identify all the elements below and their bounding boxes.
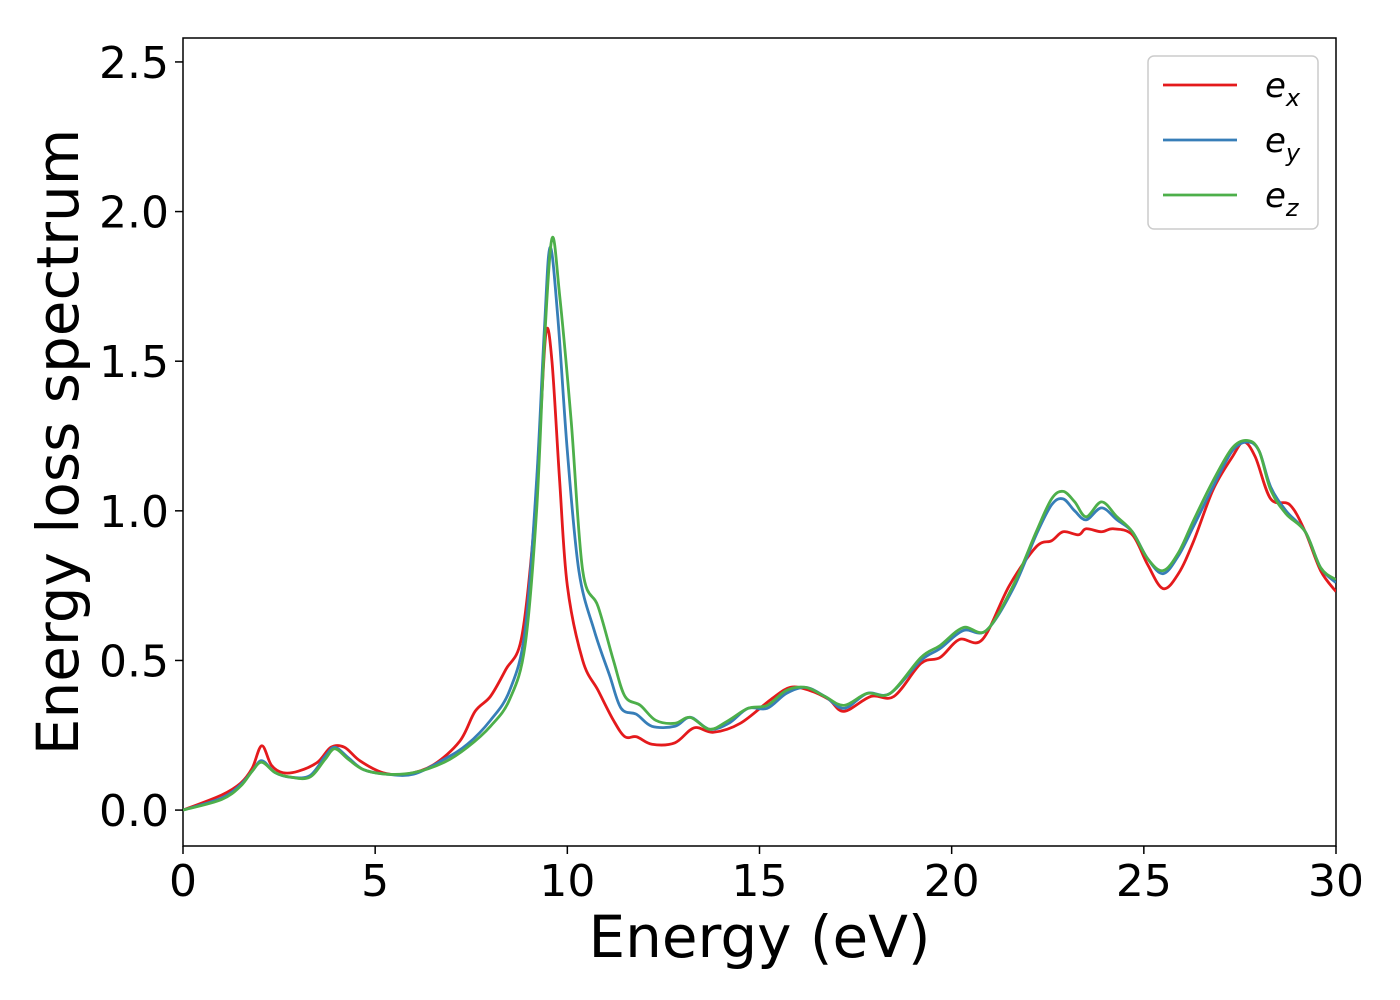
series-line-z bbox=[183, 235, 1336, 812]
legend-label-subscript: z bbox=[1285, 194, 1300, 222]
x-tick-label: 5 bbox=[361, 856, 389, 907]
y-tick-label: 1.0 bbox=[99, 487, 169, 538]
y-tick-label: 2.0 bbox=[99, 188, 169, 239]
plot-frame bbox=[182, 37, 1337, 847]
x-tick-label: 25 bbox=[1116, 856, 1172, 907]
legend-label-y: ey bbox=[1265, 121, 1301, 167]
y-tick-label: 0.5 bbox=[99, 636, 169, 687]
legend-label-z: ez bbox=[1265, 176, 1300, 222]
legend-label-base: e bbox=[1265, 121, 1286, 161]
x-tick-label: 10 bbox=[539, 856, 595, 907]
legend-label-base: e bbox=[1265, 176, 1286, 216]
x-axis-label: Energy (eV) bbox=[588, 903, 930, 971]
y-tick-label: 1.5 bbox=[99, 337, 169, 388]
series-line-x bbox=[183, 326, 1336, 812]
legend-label-x: ex bbox=[1265, 66, 1301, 112]
y-axis-label: Energy loss spectrum bbox=[24, 129, 92, 755]
series-layer bbox=[183, 235, 1336, 812]
legend-label-base: e bbox=[1265, 66, 1286, 106]
plot-area bbox=[182, 37, 1337, 847]
y-tick-label: 2.5 bbox=[99, 38, 169, 89]
x-axis: 0 5 10 15 20 25 30 bbox=[169, 846, 1364, 907]
x-tick-label: 0 bbox=[169, 856, 197, 907]
x-tick-label: 20 bbox=[924, 856, 980, 907]
legend-label-subscript: x bbox=[1285, 84, 1301, 112]
y-axis: 0.0 0.5 1.0 1.5 2.0 2.5 bbox=[99, 38, 183, 837]
x-tick-label: 15 bbox=[732, 856, 788, 907]
y-tick-label: 0.0 bbox=[99, 786, 169, 837]
legend-box bbox=[1147, 55, 1319, 230]
x-tick-label: 30 bbox=[1308, 856, 1364, 907]
legend-label-subscript: y bbox=[1285, 139, 1301, 167]
